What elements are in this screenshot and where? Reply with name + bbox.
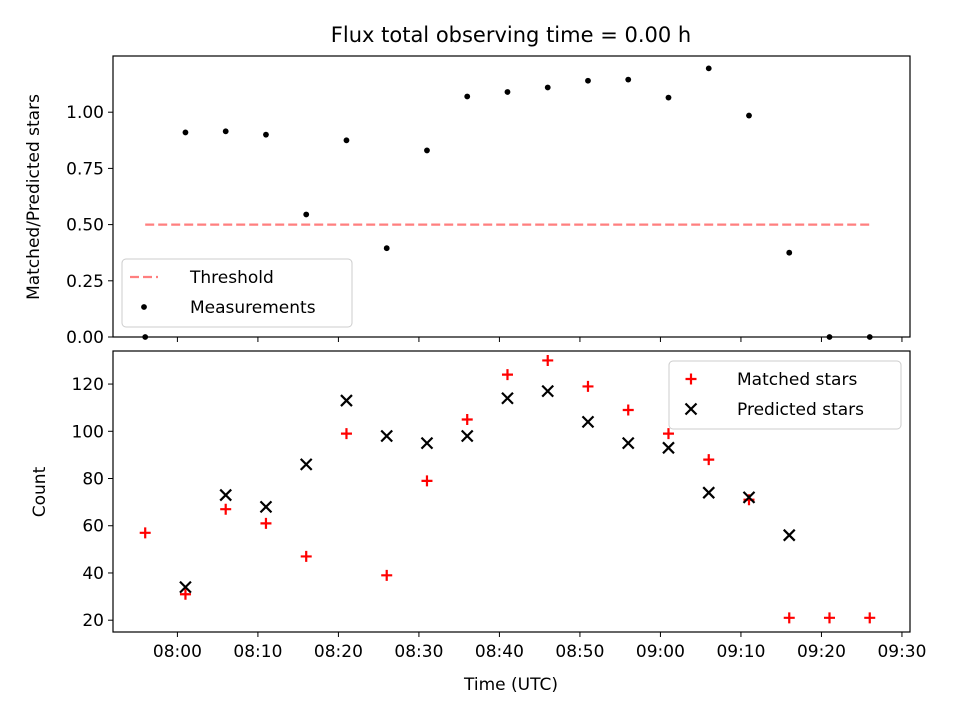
count-plot-frame <box>112 350 911 633</box>
y-tick-label: 0.50 <box>66 216 104 236</box>
x-tick-label: 08:50 <box>555 642 604 662</box>
y-tick-label: 100 <box>72 422 104 442</box>
count-panel: 08:00 08:10 08:20 08:30 08:40 08:50 09:00 09:10… <box>30 350 926 695</box>
matched-stars-point <box>662 428 674 440</box>
measurement-point <box>504 89 511 95</box>
x-tick-label: 09:20 <box>797 642 846 662</box>
matched-stars-point <box>864 612 876 624</box>
predicted-stars-point <box>179 580 192 594</box>
y-tick-label: 120 <box>72 375 104 395</box>
predicted-stars-point <box>420 436 434 450</box>
predicted-stars-point <box>380 429 393 443</box>
matched-stars-point <box>461 413 473 425</box>
y-tick-label: 0.75 <box>66 159 104 179</box>
x-tick-label: 09:00 <box>636 642 685 662</box>
matched-stars-point <box>501 369 513 381</box>
x-tick-label: 08:10 <box>233 642 282 662</box>
matched-stars-point <box>823 612 835 624</box>
legend-box <box>121 258 353 328</box>
y-tick-label: 0.00 <box>66 328 104 348</box>
x-tick-label: 09:30 <box>877 642 926 662</box>
predicted-stars-point <box>259 500 273 514</box>
measurement-point <box>222 128 229 135</box>
matched-stars-point <box>703 454 715 466</box>
matched-stars-point <box>542 354 554 366</box>
legend-box <box>668 360 902 430</box>
predicted-stars-point <box>219 488 232 502</box>
matched-stars-point <box>340 428 352 440</box>
predicted-stars-point <box>782 528 796 542</box>
matched-stars-point <box>260 517 272 529</box>
matched-stars-point <box>139 527 151 539</box>
predicted-stars-point <box>662 441 675 455</box>
ratio-panel: 0.00 0.25 0.50 0.75 1.00 Matched/Predicted s… <box>24 55 911 348</box>
predicted-stars-point <box>742 491 756 504</box>
measurement-point <box>746 112 752 119</box>
legend-label: Predicted stars <box>737 400 864 420</box>
matched-stars-point <box>582 380 594 392</box>
measurement-point <box>182 129 189 136</box>
matched-stars-point <box>300 550 312 562</box>
measurement-point <box>786 249 793 256</box>
matched-stars-point <box>220 503 232 515</box>
legend-label: Matched stars <box>737 370 857 390</box>
measurement-point <box>665 94 672 101</box>
measurement-point <box>383 245 390 252</box>
measurement-point <box>705 65 712 72</box>
measurement-point <box>625 76 632 83</box>
predicted-stars-point <box>541 384 555 398</box>
measurement-point <box>544 84 551 91</box>
measurement-point <box>303 211 310 218</box>
predicted-stars-point <box>621 436 635 450</box>
predicted-stars-point <box>299 458 313 471</box>
predicted-stars-point <box>340 394 353 407</box>
y-tick-label: 0.25 <box>66 272 104 292</box>
y-tick-label: 60 <box>82 517 104 537</box>
x-tick-label: 09:10 <box>716 642 765 662</box>
legend-label: Measurements <box>190 298 316 318</box>
chart-title: Flux total observing time = 0.00 h <box>331 23 691 47</box>
predicted-stars-point <box>702 486 716 499</box>
legend-label: Threshold <box>189 268 274 288</box>
count-y-axis-label: Count <box>30 466 50 517</box>
matched-stars-point <box>179 588 191 600</box>
legend-predicted-swatch <box>684 402 698 416</box>
y-tick-label: 1.00 <box>66 103 104 123</box>
x-tick-label: 08:00 <box>153 642 202 662</box>
predicted-stars-point <box>581 415 595 429</box>
x-axis-label: Time (UTC) <box>463 675 558 695</box>
measurement-point <box>585 77 591 84</box>
legend-matched-swatch <box>685 373 697 385</box>
ratio-y-axis-label: Matched/Predicted stars <box>24 94 44 300</box>
matched-stars-point <box>381 569 393 581</box>
predicted-stars-point <box>501 391 514 405</box>
measurement-point <box>424 147 430 154</box>
predicted-stars-point <box>460 429 474 443</box>
ratio-plot-frame <box>112 55 911 338</box>
measurement-point <box>263 131 269 138</box>
matched-stars-point <box>622 404 634 416</box>
measurement-point <box>343 137 350 144</box>
measurement-point <box>464 93 471 100</box>
y-tick-label: 40 <box>82 564 104 584</box>
x-tick-label: 08:40 <box>475 642 524 662</box>
matched-stars-point <box>421 475 433 487</box>
x-tick-label: 08:30 <box>394 642 443 662</box>
matched-stars-point <box>783 612 795 624</box>
legend-measurements-swatch <box>141 304 147 310</box>
y-tick-label: 80 <box>82 470 104 490</box>
y-tick-label: 20 <box>82 611 104 631</box>
x-tick-label: 08:20 <box>314 642 363 662</box>
